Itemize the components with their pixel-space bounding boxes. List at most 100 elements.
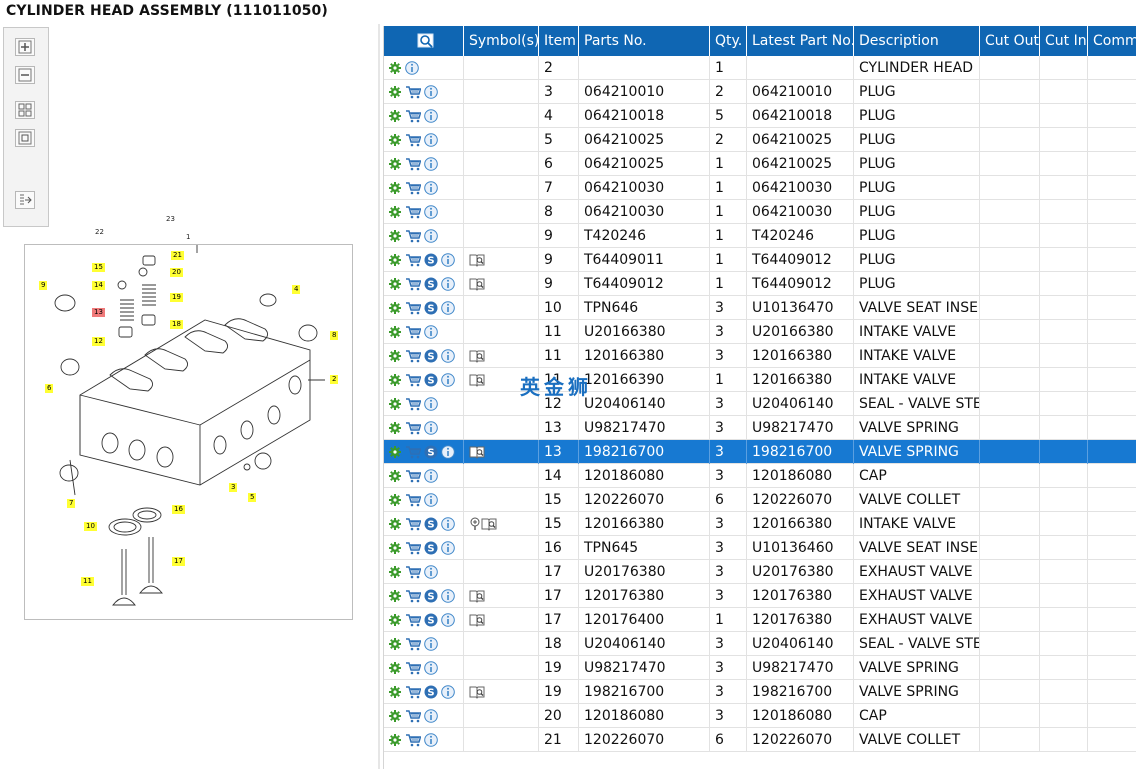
- table-row[interactable]: S 11 120166390 1 120166380 INTAKE VALVE: [384, 368, 1136, 392]
- symbols-cell[interactable]: [464, 512, 539, 536]
- column-header-qty[interactable]: Qty.: [710, 26, 747, 56]
- table-row[interactable]: 4 064210018 5 064210018 PLUG: [384, 104, 1136, 128]
- zoom-out-button[interactable]: [15, 66, 35, 84]
- table-row[interactable]: 21 120226070 6 120226070 VALVE COLLET: [384, 728, 1136, 752]
- table-row[interactable]: 13 U98217470 3 U98217470 VALVE SPRING: [384, 416, 1136, 440]
- table-row[interactable]: 14 120186080 3 120186080 CAP: [384, 464, 1136, 488]
- table-row[interactable]: 3 064210010 2 064210010 PLUG: [384, 80, 1136, 104]
- callout-13[interactable]: 13: [92, 308, 105, 317]
- table-row[interactable]: 2 1 CYLINDER HEAD: [384, 56, 1136, 80]
- row-actions[interactable]: S: [384, 344, 464, 368]
- callout-8[interactable]: 8: [330, 331, 339, 340]
- column-header-cut-out[interactable]: Cut Out: [980, 26, 1040, 56]
- table-row[interactable]: 15 120226070 6 120226070 VALVE COLLET: [384, 488, 1136, 512]
- column-header-parts-no[interactable]: Parts No.: [579, 26, 710, 56]
- callout-18[interactable]: 18: [170, 320, 183, 329]
- callout-4[interactable]: 4: [292, 285, 301, 294]
- zoom-in-button[interactable]: [15, 38, 35, 56]
- callout-17[interactable]: 17: [172, 557, 185, 566]
- table-row[interactable]: 6 064210025 1 064210025 PLUG: [384, 152, 1136, 176]
- table-row[interactable]: 8 064210030 1 064210030 PLUG: [384, 200, 1136, 224]
- table-row[interactable]: 19 U98217470 3 U98217470 VALVE SPRING: [384, 656, 1136, 680]
- symbols-cell[interactable]: [464, 680, 539, 704]
- callout-23[interactable]: 23: [166, 215, 175, 223]
- column-header-search[interactable]: [384, 26, 464, 56]
- table-row[interactable]: 9 T420246 1 T420246 PLUG: [384, 224, 1136, 248]
- column-header-latest-part-no[interactable]: Latest Part No.: [747, 26, 854, 56]
- callout-11[interactable]: 11: [81, 577, 94, 586]
- pane-splitter[interactable]: [378, 24, 380, 769]
- symbols-cell[interactable]: [464, 368, 539, 392]
- row-actions[interactable]: [384, 80, 464, 104]
- export-button[interactable]: [15, 191, 35, 209]
- row-actions[interactable]: [384, 416, 464, 440]
- column-header-symbols[interactable]: Symbol(s): [464, 26, 539, 56]
- actual-size-button[interactable]: [15, 129, 35, 147]
- row-actions[interactable]: S: [384, 272, 464, 296]
- row-actions[interactable]: [384, 176, 464, 200]
- symbols-cell[interactable]: [464, 440, 539, 464]
- table-row[interactable]: S 19 198216700 3 198216700 VALVE SPRING: [384, 680, 1136, 704]
- symbols-cell[interactable]: [464, 272, 539, 296]
- symbols-cell[interactable]: [464, 344, 539, 368]
- table-row[interactable]: 11 U20166380 3 U20166380 INTAKE VALVE: [384, 320, 1136, 344]
- callout-20[interactable]: 20: [170, 268, 183, 277]
- row-actions[interactable]: S: [384, 536, 464, 560]
- callout-5[interactable]: 5: [248, 493, 257, 502]
- row-actions[interactable]: [384, 200, 464, 224]
- callout-19[interactable]: 19: [170, 293, 183, 302]
- row-actions[interactable]: [384, 632, 464, 656]
- row-actions[interactable]: [384, 464, 464, 488]
- table-row[interactable]: S 13 198216700 3 198216700 VALVE SPRING: [384, 440, 1136, 464]
- table-row[interactable]: 20 120186080 3 120186080 CAP: [384, 704, 1136, 728]
- row-actions[interactable]: [384, 704, 464, 728]
- row-actions[interactable]: S: [384, 296, 464, 320]
- callout-22[interactable]: 22: [95, 228, 104, 236]
- callout-3[interactable]: 3: [229, 483, 238, 492]
- callout-16[interactable]: 16: [172, 505, 185, 514]
- table-row[interactable]: S 9 T64409012 1 T64409012 PLUG: [384, 272, 1136, 296]
- row-actions[interactable]: [384, 128, 464, 152]
- row-actions[interactable]: S: [384, 680, 464, 704]
- exploded-diagram[interactable]: 1 22 23 21 15 20 14 9 4 19 13 18 8 12 2 …: [24, 215, 353, 620]
- row-actions[interactable]: [384, 152, 464, 176]
- fit-to-window-button[interactable]: [15, 101, 35, 119]
- row-actions[interactable]: [384, 104, 464, 128]
- row-actions[interactable]: S: [384, 440, 464, 464]
- row-actions[interactable]: [384, 488, 464, 512]
- row-actions[interactable]: [384, 56, 464, 80]
- table-row[interactable]: 5 064210025 2 064210025 PLUG: [384, 128, 1136, 152]
- callout-14[interactable]: 14: [92, 281, 105, 290]
- symbols-cell[interactable]: [464, 248, 539, 272]
- column-header-item[interactable]: Item: [539, 26, 579, 56]
- callout-7[interactable]: 7: [67, 499, 76, 508]
- symbols-cell[interactable]: [464, 584, 539, 608]
- column-header-comment[interactable]: Comment: [1093, 33, 1136, 49]
- callout-21[interactable]: 21: [171, 251, 184, 260]
- row-actions[interactable]: [384, 224, 464, 248]
- row-actions[interactable]: [384, 392, 464, 416]
- callout-1[interactable]: 1: [186, 233, 191, 241]
- row-actions[interactable]: S: [384, 248, 464, 272]
- table-row[interactable]: S 11 120166380 3 120166380 INTAKE VALVE: [384, 344, 1136, 368]
- symbols-cell[interactable]: [464, 608, 539, 632]
- row-actions[interactable]: S: [384, 368, 464, 392]
- row-actions[interactable]: S: [384, 608, 464, 632]
- table-row[interactable]: 17 U20176380 3 U20176380 EXHAUST VALVE: [384, 560, 1136, 584]
- column-header-cut-in[interactable]: Cut In: [1040, 26, 1088, 56]
- column-header-description[interactable]: Description: [854, 26, 980, 56]
- table-row[interactable]: S 17 120176400 1 120176380 EXHAUST VALVE: [384, 608, 1136, 632]
- row-actions[interactable]: S: [384, 512, 464, 536]
- callout-10[interactable]: 10: [84, 522, 97, 531]
- table-row[interactable]: S 9 T64409011 1 T64409012 PLUG: [384, 248, 1136, 272]
- callout-2[interactable]: 2: [330, 375, 339, 384]
- row-actions[interactable]: [384, 656, 464, 680]
- row-actions[interactable]: S: [384, 584, 464, 608]
- table-row[interactable]: 7 064210030 1 064210030 PLUG: [384, 176, 1136, 200]
- table-row[interactable]: S 15 120166380 3 120166380 INTAKE VALVE: [384, 512, 1136, 536]
- row-actions[interactable]: [384, 320, 464, 344]
